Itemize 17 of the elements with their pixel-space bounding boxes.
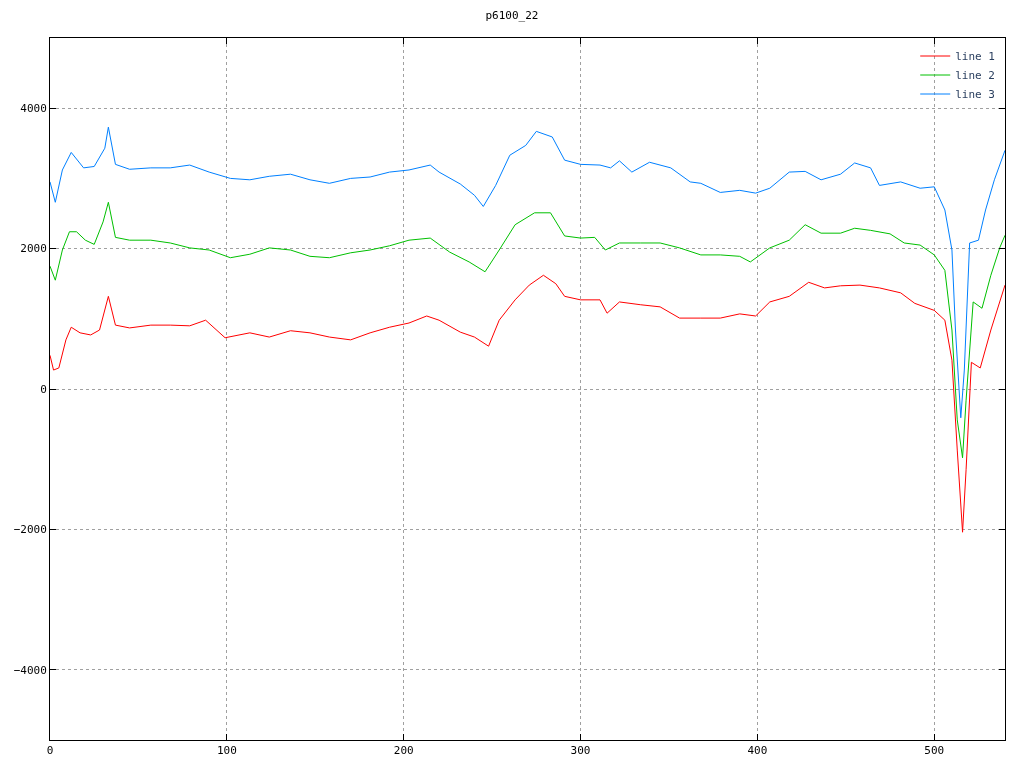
x-tick-label: 100 <box>216 744 237 758</box>
x-tick-label: 300 <box>570 744 591 758</box>
y-tick-label: 4000 <box>20 102 47 116</box>
legend-label: line 3 <box>955 88 995 102</box>
line-series <box>50 201 1005 459</box>
legend-label: line 2 <box>955 69 995 83</box>
line-series <box>50 126 1005 419</box>
chart-title: p6100_22 <box>485 9 539 23</box>
y-tick-label: 0 <box>40 382 47 396</box>
x-tick-label: 400 <box>747 744 768 758</box>
x-tick-label: 200 <box>393 744 414 758</box>
x-tick-label: 500 <box>924 744 945 758</box>
y-tick-label: −2000 <box>13 523 47 537</box>
legend-label: line 1 <box>955 50 995 64</box>
line-series <box>50 274 1005 533</box>
y-tick-label: −4000 <box>13 663 47 677</box>
y-tick-label: 2000 <box>20 242 47 256</box>
